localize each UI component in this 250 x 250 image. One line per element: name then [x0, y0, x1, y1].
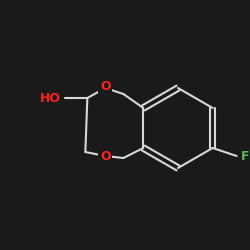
- Text: F: F: [240, 150, 249, 162]
- Text: HO: HO: [40, 92, 61, 104]
- Text: O: O: [100, 150, 111, 164]
- Text: O: O: [100, 80, 111, 94]
- Text: F: F: [240, 150, 249, 162]
